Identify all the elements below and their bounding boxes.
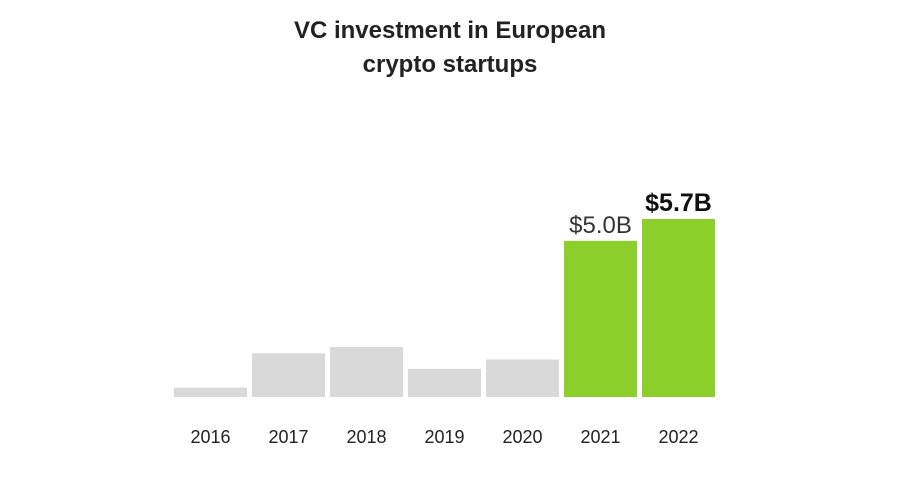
chart-title-line-2: crypto startups — [362, 51, 538, 78]
bar-2016 — [174, 387, 247, 397]
x-tick-label-2021: 2021 — [580, 427, 620, 447]
bar-2021 — [564, 240, 637, 397]
x-tick-label-2022: 2022 — [658, 427, 698, 447]
chart-title: VC investment in European crypto startup… — [0, 14, 900, 82]
bar-2018 — [330, 347, 403, 397]
x-tick-label-2020: 2020 — [502, 427, 542, 447]
x-tick-label-2019: 2019 — [424, 427, 464, 447]
bar-2022 — [642, 219, 715, 397]
bar-2019 — [408, 368, 481, 397]
data-label-2021: $5.0B — [569, 212, 632, 239]
x-tick-label-2018: 2018 — [346, 427, 386, 447]
bar-2020 — [486, 359, 559, 397]
bar-2017 — [252, 353, 325, 397]
chart-title-line-1: VC investment in European — [293, 17, 607, 44]
x-tick-label-2016: 2016 — [190, 427, 230, 447]
x-tick-label-2017: 2017 — [268, 427, 308, 447]
data-label-2022: $5.7B — [645, 189, 712, 217]
